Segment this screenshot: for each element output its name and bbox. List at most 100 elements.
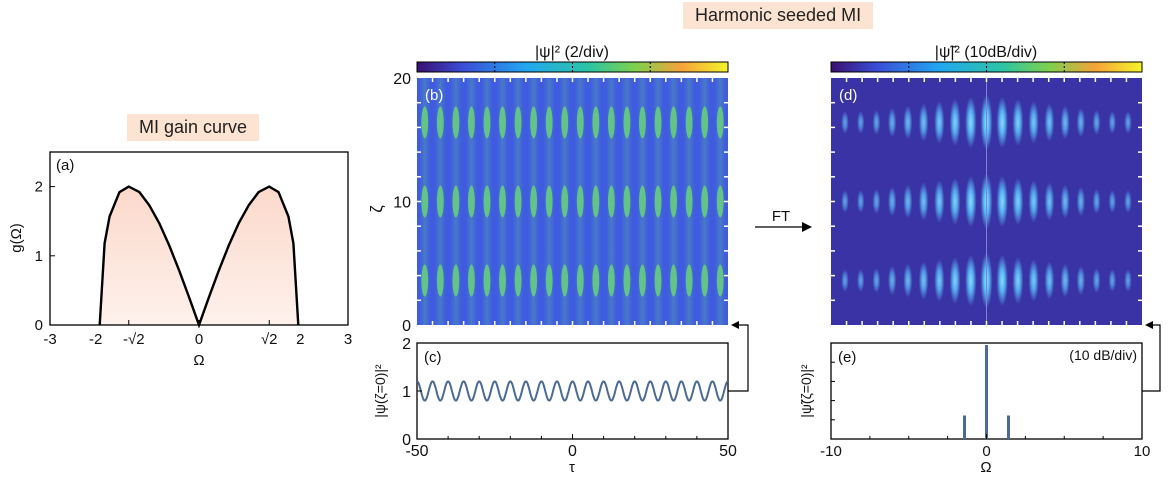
heatmap-b-peak <box>514 264 522 297</box>
x-tick-label: 50 <box>719 443 737 460</box>
heatmap-b-peak <box>436 185 444 218</box>
panel-c-frame <box>416 342 729 440</box>
heatmap-d-spot <box>841 190 849 213</box>
heatmap-d-spot <box>1108 190 1117 213</box>
panel-e-ylabel: |ψ̃(ζ=0)|² <box>798 364 814 418</box>
heatmap-d-spot <box>1028 101 1039 144</box>
heatmap-d-spot <box>1076 107 1086 138</box>
heatmap-b-peak <box>701 106 709 139</box>
heatmap-d-spot <box>1076 265 1086 296</box>
spectrum-bar <box>963 415 967 439</box>
heatmap-b-peak <box>530 106 538 139</box>
heatmap-d-spot <box>934 101 945 144</box>
heatmap-d-spot <box>1108 110 1117 134</box>
heatmap-d-spot <box>841 110 849 134</box>
y-tick-label: 1 <box>35 248 43 265</box>
heatmap-d-spot <box>1044 261 1055 300</box>
heatmap-d-spot <box>856 190 865 213</box>
heatmap-b-peak <box>654 264 662 297</box>
heatmap-b-peak <box>654 185 662 218</box>
heatmap-d-spot <box>1092 109 1101 136</box>
harmonic-seeded-title: Harmonic seeded MI <box>683 2 874 29</box>
panel-d-y-tickmarks <box>831 101 1142 302</box>
feedback-arrowhead-e <box>1145 321 1153 329</box>
heatmap-b-peak <box>701 185 709 218</box>
heatmap-d-spot <box>1124 190 1132 213</box>
x-tick-label: -50 <box>405 443 428 460</box>
heatmap-b-peak <box>685 185 693 218</box>
x-tick-label: -√2 <box>123 331 145 348</box>
heatmap-b-peak <box>421 185 429 218</box>
heatmap-d-spot <box>1060 105 1070 140</box>
heatmap-d-spot <box>949 177 961 226</box>
heatmap-b-peak <box>514 185 522 218</box>
heatmap-d-spots <box>841 94 1132 309</box>
colorbar-b-divisions <box>494 62 729 72</box>
heatmap-d-spot <box>1060 263 1070 298</box>
heatmap-b-peak <box>561 106 569 139</box>
x-tick-label: 2 <box>296 331 304 348</box>
heatmap-b-peak <box>592 185 600 218</box>
panel-a-frame <box>49 151 349 326</box>
intensity-curve <box>416 380 729 402</box>
x-tick-label: -3 <box>43 331 56 348</box>
heatmap-d-spot <box>1124 269 1132 293</box>
heatmap-b-peak <box>670 185 677 218</box>
heatmap-b-peak <box>701 264 709 297</box>
heatmap-b-peak <box>623 106 631 139</box>
heatmap-d-spot <box>1044 182 1055 221</box>
heatmap-b-peak <box>623 185 631 218</box>
panel-c: -50 0 50 012 (c) τ |ψ(ζ=0)|² <box>372 321 749 476</box>
heatmap-b-peak <box>483 106 491 139</box>
heatmap-b-peak <box>468 264 475 297</box>
panel-a-label: (a) <box>56 157 74 174</box>
colorbar-d: |ψ̃|² (10dB/div) <box>830 44 1143 73</box>
y-tick-label: 1 <box>402 384 411 401</box>
heatmap-d-spot <box>1092 188 1101 215</box>
heatmap-b-peak <box>561 185 569 218</box>
y-tick-label: 0 <box>35 317 43 334</box>
heatmap-b-stripes <box>419 78 726 325</box>
panel-e-y-tickmarks <box>831 361 835 421</box>
heatmap-d-spot <box>1092 267 1101 294</box>
heatmap-b-peak <box>607 106 615 139</box>
heatmap-b-peak <box>452 185 460 218</box>
heatmap-d-spot <box>918 103 929 142</box>
heatmap-b-peak <box>639 185 646 218</box>
heatmap-b-peak <box>499 185 506 218</box>
heatmap-b-peak <box>639 264 646 297</box>
heatmap-b-peak <box>452 106 460 139</box>
heatmap-b-peak <box>545 185 553 218</box>
heatmap-d-spot <box>996 96 1008 149</box>
x-tick-label: -2 <box>89 331 102 348</box>
panel-b: 0 10 20 (b) ζ <box>367 71 728 335</box>
heatmap-b-peak <box>483 185 491 218</box>
heatmap-b-peak <box>530 264 538 297</box>
x-tick-label: -10 <box>820 443 842 460</box>
heatmap-b-peak <box>685 264 693 297</box>
spectrum-bars <box>963 345 1010 439</box>
ft-label: FT <box>772 208 790 225</box>
heatmap-d-spot <box>872 109 881 136</box>
heatmap-b-peak <box>607 185 615 218</box>
heatmap-d-spot <box>887 107 897 138</box>
heatmap-b-peak <box>592 106 600 139</box>
heatmap-b-peak <box>670 264 677 297</box>
colorbar-b-label: |ψ|² (2/div) <box>535 44 609 61</box>
heatmap-b-peak <box>499 264 506 297</box>
heatmap-b-peak <box>421 106 429 139</box>
heatmap-b-peak <box>545 264 553 297</box>
heatmap-d-spot <box>1012 98 1024 147</box>
heatmap-b-peak <box>716 264 724 297</box>
heatmap-d-spot <box>965 96 977 149</box>
heatmap-d-spot <box>965 254 977 307</box>
x-tick-label: 0 <box>982 443 990 460</box>
heatmap-b-peak <box>483 264 491 297</box>
heatmap-d-spot <box>872 188 881 215</box>
heatmap-d-spot <box>903 263 913 298</box>
heatmap-d-spot <box>1108 269 1117 293</box>
heatmap-b-peak <box>654 106 662 139</box>
heatmap-d-spot <box>918 261 929 300</box>
x-tick-label: √2 <box>261 331 278 348</box>
